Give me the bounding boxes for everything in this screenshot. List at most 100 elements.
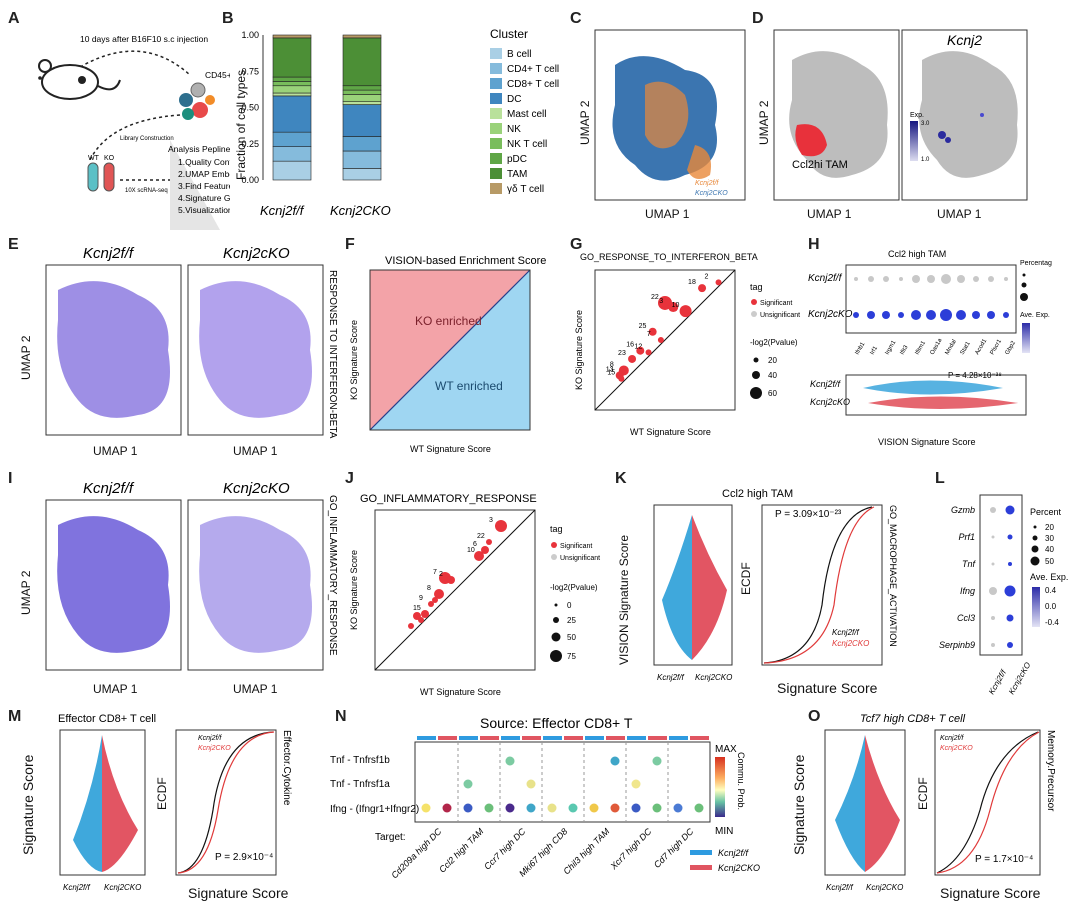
bar-segment [272,160,312,181]
panel-g-scatter: GO_RESPONSE_TO_INTERFERON_BETA 2 18 223 10 2… [574,252,800,437]
point-label: 18 [688,279,696,286]
panel-label-n: N [335,708,347,725]
legend-label: pDC [507,154,527,165]
l-pct-3: 40 [1045,545,1054,554]
j-size-1: 0 [567,601,572,610]
n-min: MIN [715,826,733,837]
l-gene-label: Tnf [962,559,977,569]
target-label: Xcr7 high DC [608,826,654,872]
point-label: 12 [635,343,643,350]
scatter-point [715,279,722,286]
group-bar [417,736,436,740]
bar-segment [342,168,382,181]
comm-dot [442,803,452,813]
h-ridge-cko: Kcnj2cKO [810,397,850,407]
legend-swatch [490,153,502,164]
b-ytick: 0.75 [241,66,259,76]
o-legend-ff: Kcnj2f/f [940,735,964,742]
scatter-point [618,375,625,382]
dot-ff [973,276,979,282]
point-label: 15 [607,370,615,377]
dot-ff [988,276,994,282]
point-label: 8 [610,361,614,368]
bar-segment [342,94,382,102]
gene-label: Plscr1 [990,338,1004,356]
f-xlabel: WT Signature Score [410,444,491,454]
legend-swatch [490,138,502,149]
group-bar [606,736,625,740]
panel-label-d: D [752,10,764,27]
e-xlabel-2: UMAP 1 [233,444,278,458]
l-gene-label: Serpinb9 [939,640,975,650]
f-wt: WT enriched [435,379,503,393]
scatter-point [657,337,664,343]
l-gene-label: Ccl3 [957,613,975,623]
b-ytick: 1.00 [241,30,259,40]
n-title: Source: Effector CD8+ T [480,715,633,731]
group-bar [690,736,709,740]
d-legend-tick-1: 3.0 [921,121,930,127]
bar-segment [272,131,312,147]
dot-cko [940,309,952,321]
comm-dot [547,803,557,813]
h-row-ff: Kcnj2f/f [808,273,843,284]
group-bar [501,736,520,740]
panel-label-k: K [615,470,627,487]
m-title: Effector CD8+ T cell [58,713,156,725]
legend-swatch [490,108,502,119]
comm-dot [652,756,662,766]
l-dot-ff [989,587,997,595]
scatter-point [486,539,492,545]
k-group-ff: Kcnj2f/f [657,673,684,682]
g-title: GO_RESPONSE_TO_INTERFERON_BETA [580,252,758,262]
d-ylabel: UMAP 2 [757,100,771,145]
legend-swatch [490,78,502,89]
legend-swatch [490,48,502,59]
legend-swatch [490,63,502,74]
dot-ff [957,275,965,283]
panel-label-i: I [8,470,13,487]
o-group-ff: Kcnj2f/f [826,883,853,892]
bar-segment [342,37,382,87]
comm-dot [631,779,641,789]
target-label: Ccr7 high DC [482,826,528,872]
dot-cko [972,311,980,319]
l-dot-ff [991,616,995,620]
comm-dot [526,803,536,813]
dot-ff [883,276,889,282]
legend-label: CD4+ T cell [507,64,559,75]
l-exp-3: -0.4 [1045,618,1059,627]
legend-label: DC [507,94,521,105]
d-xlabel-1: UMAP 1 [807,207,852,221]
bar-segment [272,81,312,87]
l-dot-ff [990,507,996,513]
m-side: Effector.Cytokine [281,730,292,806]
group-label-cko: Kcnj2CKO [330,203,391,218]
bar-segment [272,146,312,162]
point-label: 23 [618,350,626,357]
point-label: 2 [705,273,709,280]
j-size-3: 50 [567,633,576,642]
o-title: Tcf7 high CD8+ T cell [860,713,966,725]
j-legend-unsig: Unsignificant [560,555,600,562]
bar-segment [342,150,382,169]
dot-ff [912,275,920,283]
gene-label: Acod1 [975,338,989,356]
legend-label: B cell [507,49,531,60]
scatter-point [668,302,679,313]
k-legend-cko: Kcnj2CKO [832,639,869,648]
bar-segment [342,136,382,152]
n-side: Commu. Prob. [736,752,746,810]
gene-label: Ifitm1 [915,340,928,356]
panel-n-communication: Source: Effector CD8+ T Tnf - Tnfrsf1b T… [330,715,760,880]
l-dot-cko [1005,505,1015,515]
bar-segment [342,101,382,105]
dot-cko [898,312,904,318]
legend-swatch [490,123,502,134]
g-size-2: 40 [768,371,777,380]
l-dot-ff [991,535,995,539]
comm-dot [421,803,431,813]
j-ylabel: KO Signature Score [349,550,359,630]
c-ylabel: UMAP 2 [578,100,592,145]
comm-dot [631,803,641,813]
